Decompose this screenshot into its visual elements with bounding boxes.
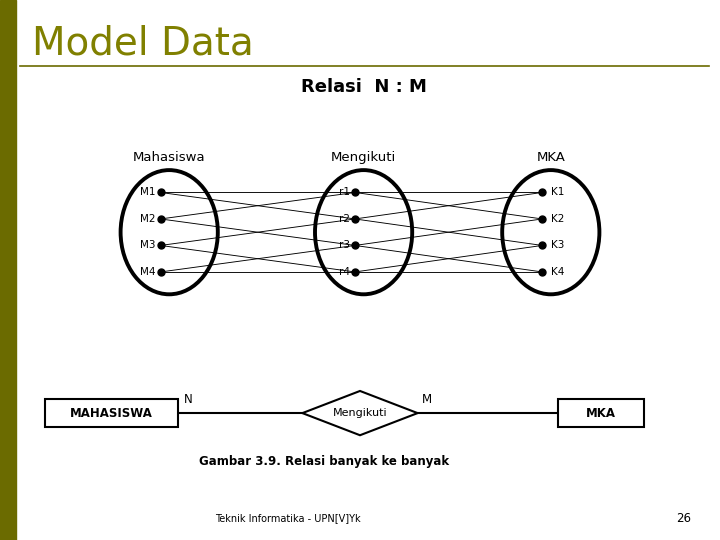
Text: K1: K1 <box>551 187 564 198</box>
Text: K4: K4 <box>551 267 564 277</box>
Text: r3: r3 <box>339 240 350 251</box>
Text: r2: r2 <box>339 214 350 224</box>
Text: Teknik Informatika - UPN[V]Yk: Teknik Informatika - UPN[V]Yk <box>215 514 361 523</box>
Text: N: N <box>184 393 193 406</box>
Text: M: M <box>422 393 432 406</box>
Text: r4: r4 <box>339 267 350 277</box>
Text: M3: M3 <box>140 240 156 251</box>
Text: M2: M2 <box>140 214 156 224</box>
FancyBboxPatch shape <box>45 399 179 427</box>
Text: Gambar 3.9. Relasi banyak ke banyak: Gambar 3.9. Relasi banyak ke banyak <box>199 455 449 468</box>
FancyBboxPatch shape <box>558 399 644 427</box>
Text: Relasi  N : M: Relasi N : M <box>301 78 426 96</box>
Text: K3: K3 <box>551 240 564 251</box>
Text: Mengikuti: Mengikuti <box>331 151 396 164</box>
Text: Mahasiswa: Mahasiswa <box>133 151 205 164</box>
Text: Mengikuti: Mengikuti <box>333 408 387 418</box>
Text: Model Data: Model Data <box>32 24 254 62</box>
Text: M1: M1 <box>140 187 156 198</box>
Text: 26: 26 <box>677 512 691 525</box>
Polygon shape <box>302 391 418 435</box>
Bar <box>0 0 16 540</box>
Text: MKA: MKA <box>536 151 565 164</box>
Text: r1: r1 <box>339 187 350 198</box>
Text: K2: K2 <box>551 214 564 224</box>
Text: MKA: MKA <box>586 407 616 420</box>
Text: M4: M4 <box>140 267 156 277</box>
Text: MAHASISWA: MAHASISWA <box>70 407 153 420</box>
